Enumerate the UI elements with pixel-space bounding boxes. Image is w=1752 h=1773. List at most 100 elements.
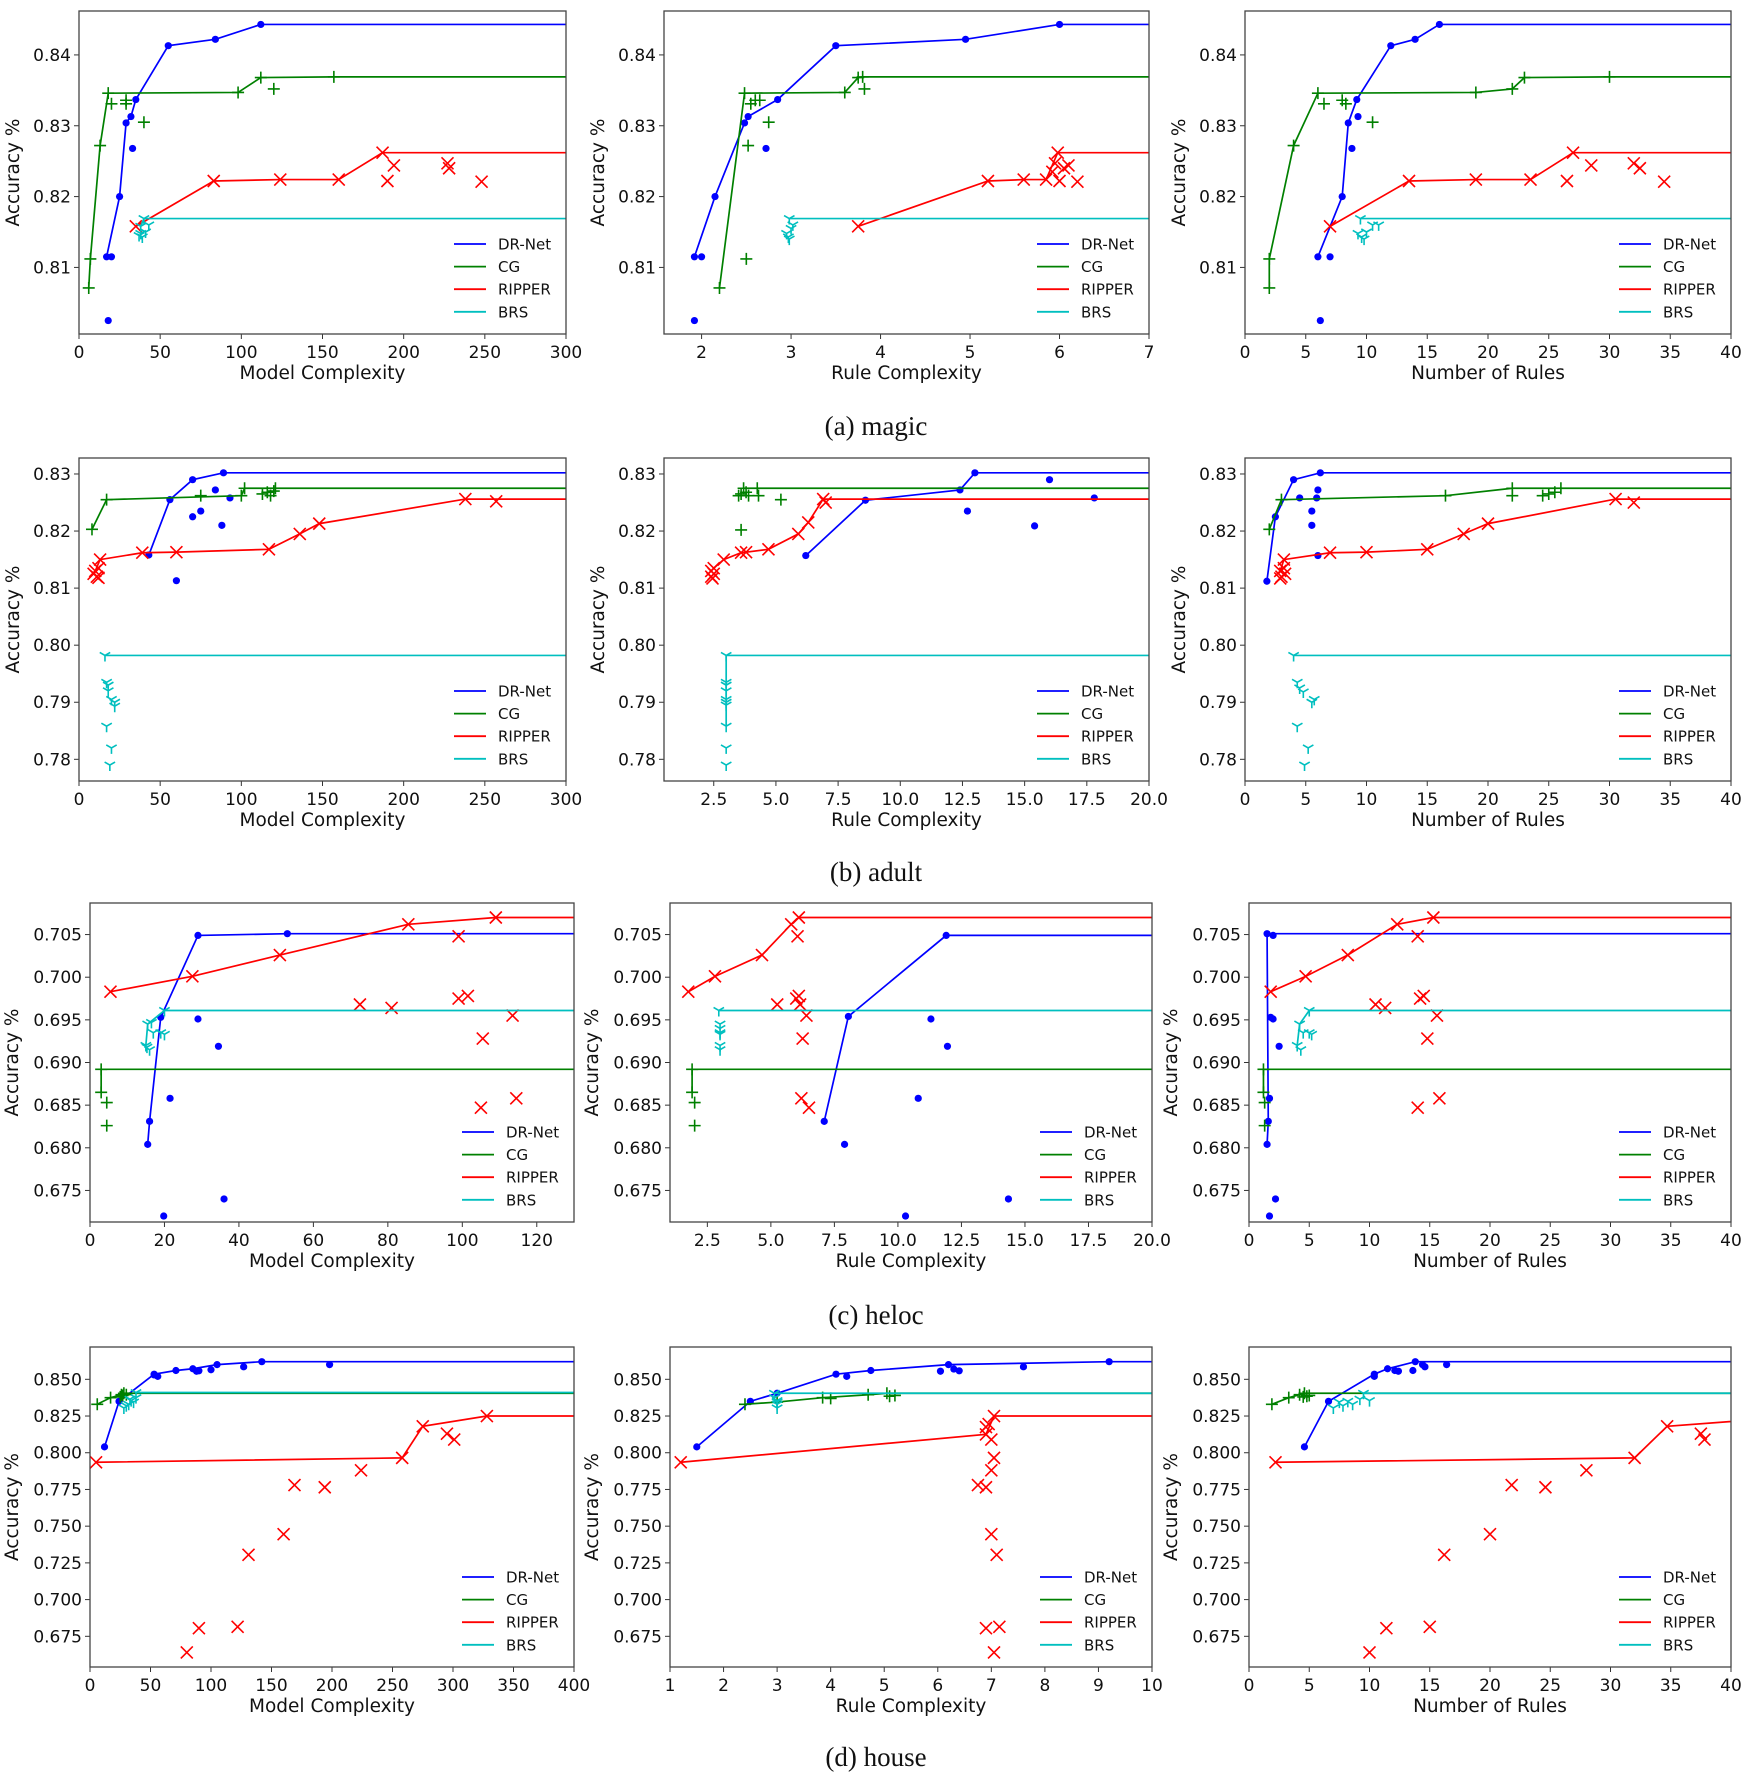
frontier-point [100, 493, 113, 506]
data-point [194, 489, 207, 502]
x-axis-label: Model Complexity [240, 810, 406, 831]
frontier-point [1323, 219, 1337, 233]
frontier-point [832, 1370, 840, 1378]
x-tick-label: 10.0 [881, 790, 919, 810]
y-tick-label: 0.83 [33, 117, 71, 137]
data-point [1358, 235, 1370, 246]
subplot-house-3: 0 5 10 15 20 25 30 35 40 0.675 0.700 0.725 0.750 0.77… [1161, 1346, 1742, 1717]
frontier-line [718, 76, 1149, 289]
data-point [166, 1094, 174, 1102]
caption-adult: (b) adult [830, 857, 923, 887]
axes-frame [663, 457, 1150, 782]
x-tick-label: 5 [879, 1676, 890, 1696]
data-point [1273, 571, 1287, 585]
data-point [1411, 929, 1425, 943]
data-point [114, 1390, 127, 1403]
frontier-point [1264, 985, 1278, 999]
y-tick-label: 0.675 [613, 1627, 662, 1647]
data-point [195, 1367, 203, 1375]
frontier-line [87, 76, 566, 289]
x-tick-label: 40 [228, 1231, 250, 1251]
legend-label: CG [498, 258, 520, 276]
series-ripper [1264, 910, 1731, 1115]
x-tick-label: 30 [1600, 1676, 1622, 1696]
y-tick-label: 0.675 [33, 1627, 82, 1647]
y-axis-label: Accuracy % [2, 1009, 23, 1117]
x-tick-label: 25 [1538, 343, 1560, 363]
data-point [971, 1478, 985, 1492]
legend: DR-Net CG RIPPER BRS [1037, 236, 1134, 321]
axes-frame [663, 10, 1150, 335]
legend: DR-Net CG RIPPER BRS [1619, 1569, 1716, 1654]
frontier-point [708, 969, 722, 983]
frontier-point [458, 492, 472, 506]
frontier-line [1329, 151, 1731, 228]
data-point [1296, 494, 1304, 502]
data-point [240, 1363, 248, 1371]
frontier-point [1017, 173, 1031, 187]
data-point [987, 1451, 1001, 1465]
frontier-point [792, 910, 806, 925]
series-dr-net [1300, 1358, 1731, 1451]
frontier-point [1411, 1358, 1419, 1366]
series-brs [768, 1389, 1152, 1414]
data-point [1271, 1195, 1280, 1203]
subplot-heloc-1: 0 20 40 60 80 100 120 0.675 0.680 0.685 0.690 0.695… [2, 902, 575, 1272]
frontier-line [94, 498, 566, 572]
legend-label: RIPPER [1663, 281, 1716, 299]
frontier-point [235, 489, 248, 502]
x-tick-label: 20.0 [1130, 790, 1168, 810]
frontier-point [686, 1086, 699, 1099]
x-axis-label: Number of Rules [1413, 1696, 1567, 1717]
series-brs [1291, 1006, 1731, 1056]
frontier-point [1354, 214, 1367, 225]
series-cg [686, 1063, 1152, 1132]
y-tick-label: 0.675 [1192, 1627, 1241, 1647]
series-ripper [90, 1409, 574, 1660]
frontier-point [1039, 173, 1053, 187]
y-axis-label: Accuracy % [1169, 119, 1190, 227]
frontier-point [961, 35, 970, 43]
frontier-point [1383, 1365, 1392, 1373]
legend-label: CG [1663, 1146, 1685, 1164]
y-tick-label: 0.675 [33, 1181, 82, 1201]
legend-label: CG [1081, 705, 1103, 723]
data-point [91, 571, 106, 585]
legend-label: DR-Net [1663, 1124, 1716, 1142]
data-point [963, 507, 972, 515]
legend: DR-Net CG RIPPER BRS [454, 683, 551, 768]
y-axis-label: Accuracy % [588, 566, 609, 674]
frontier-point [164, 42, 172, 50]
frontier-point [115, 192, 124, 201]
series-cg [85, 482, 566, 536]
frontier-point [862, 1388, 875, 1401]
data-point [267, 485, 280, 498]
data-point [104, 761, 116, 772]
frontier-point [122, 119, 130, 127]
frontier-point [1287, 651, 1300, 662]
data-point [269, 482, 282, 495]
data-point [1560, 174, 1574, 188]
axes-frame [1248, 1346, 1732, 1668]
data-point [752, 489, 765, 502]
frontier-point [219, 469, 228, 477]
y-tick-label: 0.700 [613, 968, 662, 988]
y-tick-label: 0.800 [33, 1444, 82, 1464]
series-ripper [103, 910, 574, 1115]
frontier-point [791, 527, 805, 541]
data-point [353, 997, 367, 1012]
data-point [774, 493, 787, 506]
x-tick-label: 10 [1141, 1676, 1163, 1696]
frontier-point [132, 95, 140, 104]
x-tick-label: 12.5 [943, 1231, 981, 1251]
x-tick-label: 0 [74, 790, 85, 810]
frontier-point [1324, 1397, 1333, 1405]
data-point [207, 1366, 215, 1374]
y-tick-label: 0.82 [618, 522, 656, 542]
y-tick-label: 0.78 [1199, 750, 1237, 770]
x-tick-label: 300 [550, 343, 582, 363]
y-tick-label: 0.685 [1192, 1096, 1241, 1116]
y-tick-label: 0.79 [1199, 693, 1237, 713]
y-tick-label: 0.81 [618, 258, 656, 278]
x-tick-label: 8 [1039, 1676, 1050, 1696]
